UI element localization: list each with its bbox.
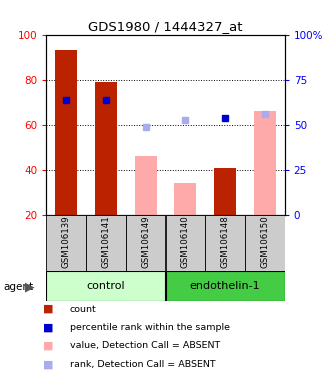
Text: GSM106149: GSM106149 [141,215,150,268]
Text: control: control [87,281,125,291]
Bar [245,215,285,271]
Text: count: count [70,305,96,314]
Text: value, Detection Call = ABSENT: value, Detection Call = ABSENT [70,341,220,351]
Text: GSM106148: GSM106148 [220,215,230,268]
Text: ■: ■ [43,341,54,351]
Text: ■: ■ [43,304,54,314]
Bar [55,50,77,215]
Text: percentile rank within the sample: percentile rank within the sample [70,323,229,332]
Bar [166,215,205,271]
Bar [46,215,86,271]
Text: GSM106140: GSM106140 [181,215,190,268]
Text: endothelin-1: endothelin-1 [190,281,260,291]
Title: GDS1980 / 1444327_at: GDS1980 / 1444327_at [88,20,243,33]
Text: agent: agent [3,282,33,292]
Text: ■: ■ [43,359,54,369]
Bar [86,215,126,271]
Text: GSM106150: GSM106150 [260,215,269,268]
Text: ■: ■ [43,323,54,333]
Bar [174,184,196,215]
Bar [166,271,285,301]
Text: GSM106139: GSM106139 [62,215,71,268]
Bar [126,215,166,271]
Text: rank, Detection Call = ABSENT: rank, Detection Call = ABSENT [70,360,215,369]
Text: GSM106141: GSM106141 [101,215,111,268]
Bar [95,82,117,215]
Bar [46,271,166,301]
Text: ▶: ▶ [25,280,34,293]
Bar [135,156,157,215]
Bar [205,215,245,271]
Bar [254,111,276,215]
Bar [214,168,236,215]
